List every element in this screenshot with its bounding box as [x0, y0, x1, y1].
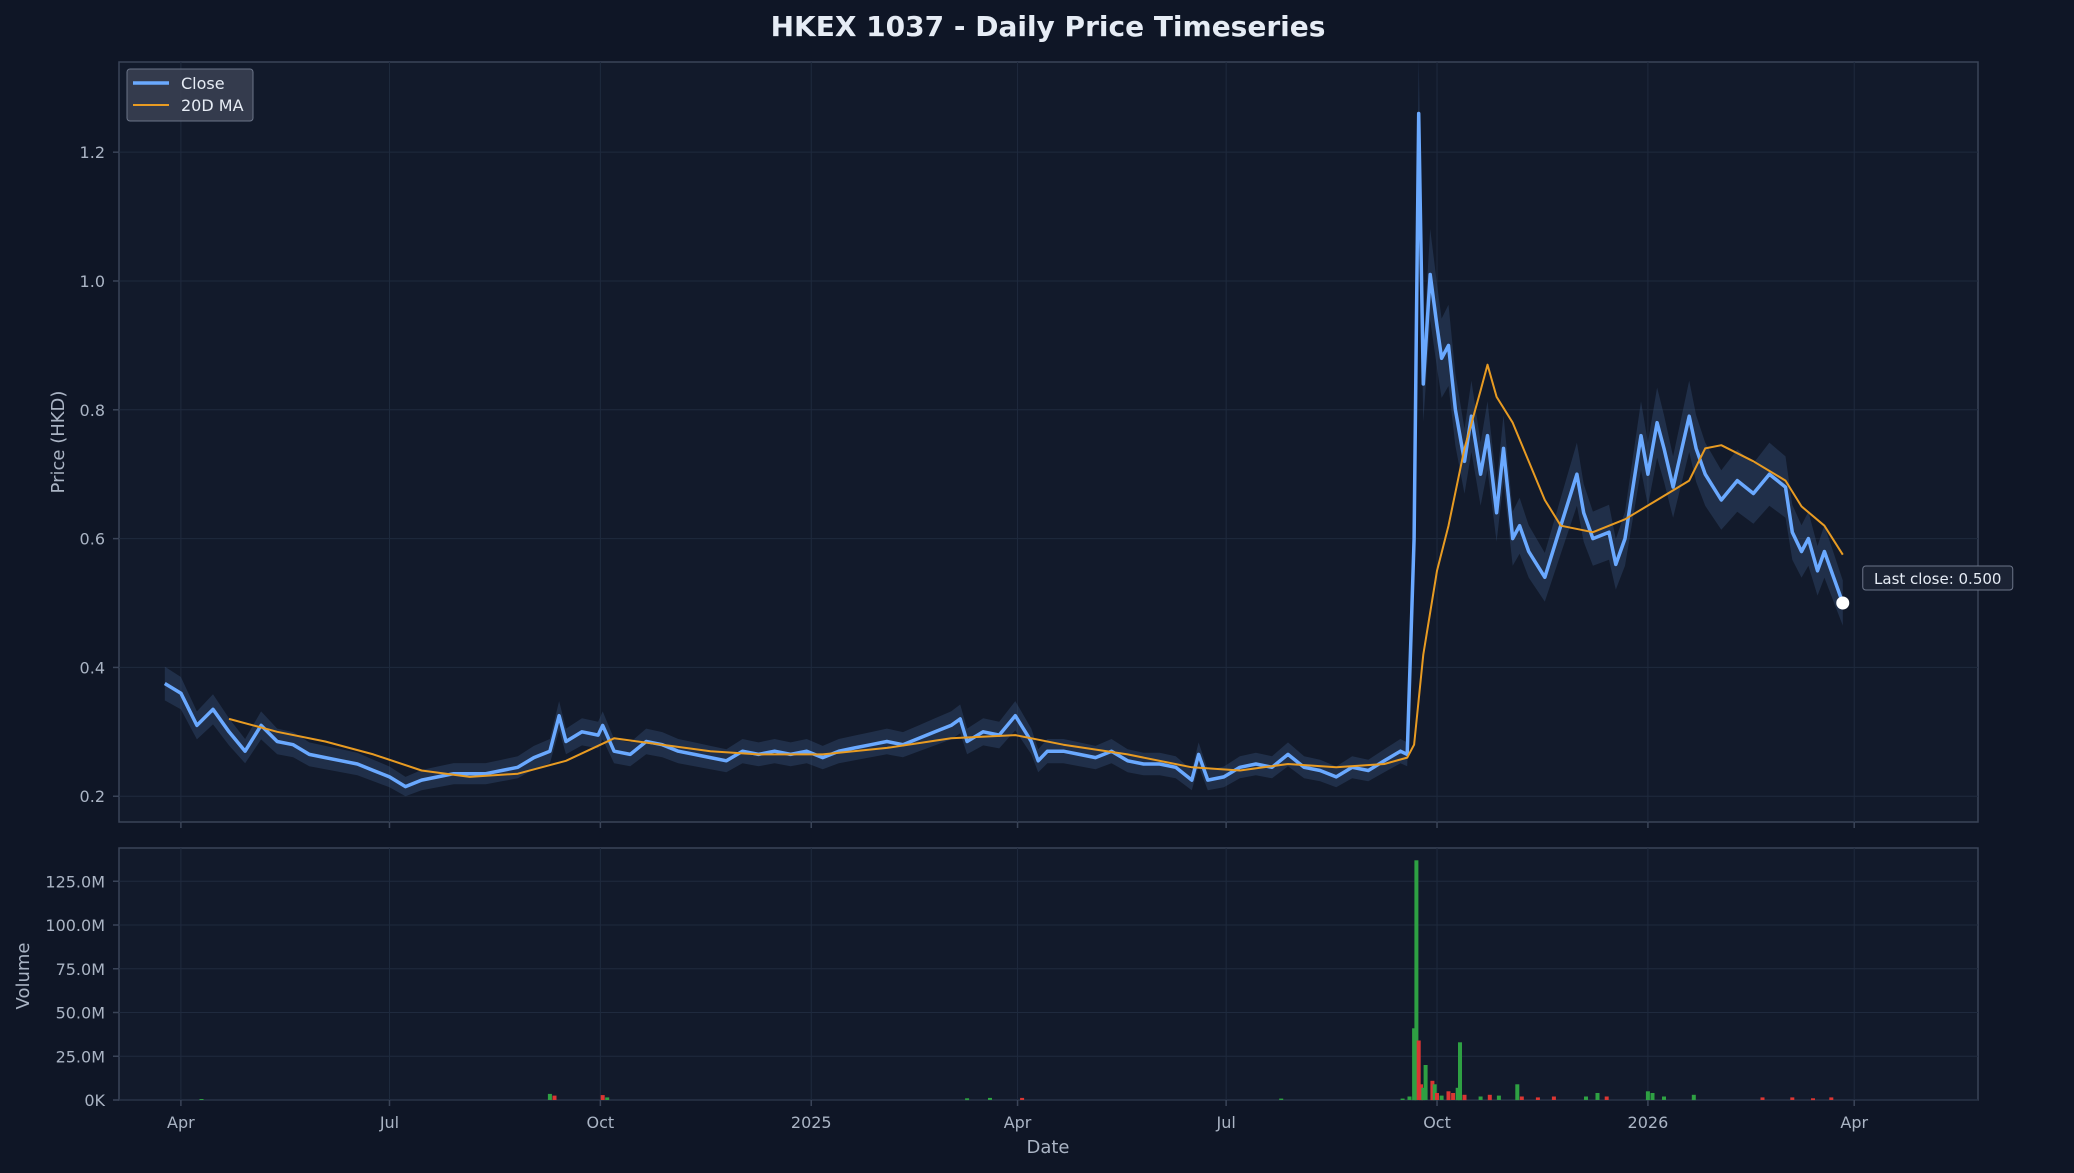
last-close-marker	[1836, 596, 1850, 610]
volume-bar	[1435, 1093, 1439, 1100]
volume-bar	[1412, 1028, 1417, 1101]
volume-bar	[1584, 1096, 1588, 1100]
volume-bar	[547, 1093, 552, 1100]
volume-y-tick-label: 0K	[84, 1091, 105, 1110]
volume-bar	[1595, 1093, 1600, 1100]
volume-bar	[1432, 1084, 1437, 1101]
x-tick-label: Apr	[167, 1113, 195, 1132]
volume-y-tick-label: 75.0M	[56, 960, 105, 979]
volume-bar	[1400, 1098, 1405, 1100]
price-y-tick-label: 1.2	[80, 143, 105, 162]
volume-bar	[1423, 1065, 1428, 1100]
price-y-tick-label: 0.6	[80, 530, 105, 549]
last-close-annotation: Last close: 0.500	[1836, 565, 2014, 610]
volume-bar	[552, 1095, 557, 1100]
x-tick-label: Oct	[1423, 1113, 1451, 1132]
volume-bar	[1487, 1094, 1492, 1101]
volume-bar	[1811, 1098, 1815, 1101]
close-price-line	[163, 111, 1845, 789]
volume-bar	[1535, 1097, 1540, 1100]
volume-bar	[1407, 1096, 1412, 1100]
volume-y-tick-label: 125.0M	[45, 872, 105, 891]
price-y-tick-label: 0.8	[80, 401, 105, 420]
volume-bar	[965, 1098, 970, 1101]
volume-bar	[199, 1099, 204, 1100]
x-tick-label: Apr	[1840, 1113, 1868, 1132]
x-tick-label: 2026	[1628, 1113, 1669, 1132]
volume-bar	[1462, 1094, 1467, 1101]
volume-bar	[1416, 1040, 1421, 1100]
legend-label-ma: 20D MA	[181, 96, 244, 115]
price-y-tick-label: 0.2	[80, 787, 105, 806]
volume-bar	[1446, 1091, 1451, 1101]
volume-bar	[1414, 860, 1419, 1101]
volume-bar	[1020, 1097, 1025, 1100]
volume-panel	[118, 847, 1979, 1101]
volume-bar	[1458, 1042, 1462, 1101]
volume-bar	[1421, 1087, 1426, 1101]
volume-y-axis-ticks: 0K 25.0M 50.0M 75.0M 100.0M 125.0M	[45, 872, 119, 1110]
volume-bar	[1551, 1096, 1556, 1100]
volume-y-tick-label: 100.0M	[45, 916, 105, 935]
volume-bar	[1496, 1095, 1501, 1100]
volume-bar	[1790, 1097, 1795, 1100]
x-tick-label: 2025	[791, 1113, 832, 1132]
volume-grid	[119, 848, 1978, 1101]
x-tick-label: Jul	[379, 1113, 399, 1132]
volume-y-axis-label: Volume	[13, 943, 34, 1010]
volume-bar	[1691, 1094, 1696, 1101]
volume-bar	[1279, 1098, 1284, 1100]
price-y-tick-label: 1.0	[80, 272, 105, 291]
x-tick-label: Apr	[1004, 1113, 1032, 1132]
last-close-label: Last close: 0.500	[1874, 570, 2001, 588]
x-axis-label: Date	[1026, 1137, 1069, 1158]
volume-bar	[1519, 1096, 1524, 1100]
volume-bar	[1760, 1097, 1765, 1100]
legend-label-close: Close	[181, 74, 225, 93]
volume-y-tick-label: 50.0M	[56, 1004, 105, 1023]
x-axis-ticks: Apr Jul Oct 2025 Apr Jul Oct 2026 Apr	[167, 822, 1868, 1132]
price-y-axis-label: Price (HKD)	[48, 391, 69, 494]
volume-bar	[1430, 1080, 1435, 1101]
volume-bar	[1604, 1096, 1609, 1100]
volume-y-tick-label: 25.0M	[56, 1047, 105, 1066]
volume-bar	[1645, 1091, 1650, 1101]
price-panel	[118, 61, 1979, 823]
volume-bar	[1515, 1084, 1520, 1101]
x-tick-label: Jul	[1215, 1113, 1235, 1132]
price-y-axis-ticks: 0.2 0.4 0.6 0.8 1.0 1.2	[80, 143, 119, 806]
price-grid	[119, 62, 1978, 822]
last-close-box	[1862, 565, 2014, 591]
legend: Close 20D MA	[126, 68, 254, 122]
volume-bar	[1478, 1096, 1483, 1100]
price-y-tick-label: 0.4	[80, 658, 105, 677]
volume-bar	[1419, 1084, 1423, 1101]
volume-bar	[1455, 1087, 1460, 1101]
volume-bar	[1829, 1097, 1834, 1100]
ma-20d-line	[228, 363, 1844, 778]
price-lines	[163, 111, 1845, 789]
volume-bar	[600, 1095, 605, 1100]
volume-bar	[605, 1097, 610, 1100]
x-tick-label: Oct	[587, 1113, 615, 1132]
chart-title: HKEX 1037 - Daily Price Timeseries	[771, 10, 1326, 43]
volume-bar	[1439, 1095, 1444, 1100]
volume-bar	[988, 1097, 992, 1100]
volume-bar	[1451, 1093, 1456, 1100]
volume-bars	[199, 860, 1834, 1101]
volume-bar	[1662, 1096, 1666, 1100]
volume-bar	[1650, 1093, 1655, 1100]
